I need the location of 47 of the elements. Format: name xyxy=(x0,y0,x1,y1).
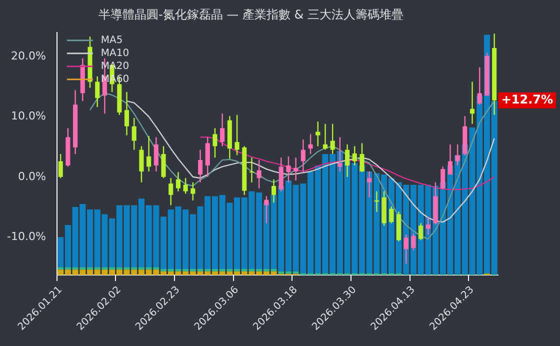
candlestick xyxy=(294,157,298,182)
candlestick xyxy=(95,76,100,108)
candlestick xyxy=(168,178,174,206)
y-tick-label: 0.0% xyxy=(18,170,46,183)
legend-label: MA10 xyxy=(100,48,130,59)
candlestick xyxy=(308,134,313,155)
candlestick xyxy=(367,170,372,198)
candlestick xyxy=(316,120,320,147)
y-tick-label: 20.0% xyxy=(10,49,46,62)
candlestick xyxy=(139,146,144,183)
candlestick xyxy=(132,117,136,150)
candlestick xyxy=(212,128,218,158)
candlestick xyxy=(220,113,225,147)
candlestick xyxy=(426,216,430,236)
candlestick xyxy=(418,222,424,241)
candlestick xyxy=(176,171,180,192)
y-tick-label: 10.0% xyxy=(10,110,46,123)
candlestick xyxy=(470,81,475,125)
candlestick xyxy=(256,159,262,189)
candlestick xyxy=(190,182,196,201)
candlestick xyxy=(448,144,452,176)
candlestick xyxy=(389,206,394,224)
candlestick xyxy=(286,156,291,183)
candlestick xyxy=(360,142,364,173)
candlestick xyxy=(300,138,306,172)
candlestick xyxy=(205,136,210,178)
candlestick xyxy=(477,66,482,106)
candlestick xyxy=(198,149,203,183)
candlestick xyxy=(440,166,446,190)
candlestick xyxy=(234,114,240,156)
text: +12.7% xyxy=(501,92,554,107)
candlestick xyxy=(322,123,328,150)
y-tick-label: -10.0% xyxy=(6,230,46,243)
candlestick xyxy=(146,135,152,172)
legend-label: MA5 xyxy=(100,34,123,46)
candlestick xyxy=(249,157,254,183)
candlestick xyxy=(330,123,335,155)
candlestick xyxy=(183,178,188,194)
candlestick xyxy=(154,136,158,172)
candlestick xyxy=(455,144,460,166)
candlestick xyxy=(124,91,130,136)
candlestick xyxy=(411,232,416,251)
candlestick xyxy=(338,136,342,172)
candlestick xyxy=(345,144,350,178)
candlestick xyxy=(161,146,166,179)
candlestick xyxy=(352,146,357,166)
chart-title: 半導體晶圓-氮化鎵磊晶 — 產業指數 & 三大法人籌碼堆疊 xyxy=(98,7,404,22)
